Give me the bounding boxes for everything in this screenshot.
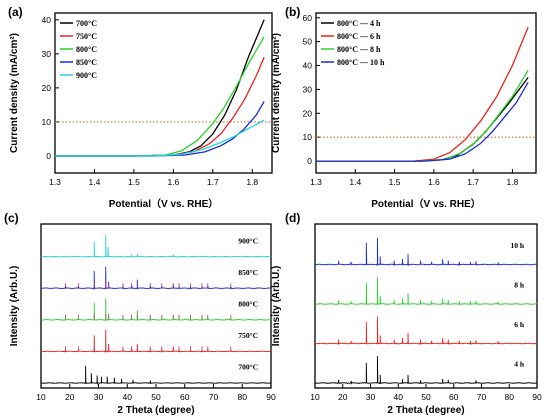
panel-b: (b) 1.3 1.4 1.5 1.6 1.7 1.8 0 10 20 30 40 50 60 800°C … (271, 5, 537, 210)
xrd-pattern (314, 316, 538, 346)
legend-entry: 800°C — 6 h (337, 32, 381, 41)
xrd-pattern (315, 277, 538, 306)
legend-entry: 900°C (76, 71, 97, 80)
x-tick-label: 1.4 (89, 177, 101, 187)
y-tick-label: 10 (303, 132, 313, 142)
series-line (316, 69, 529, 162)
xrd-pattern (40, 329, 272, 354)
series-line (55, 101, 265, 157)
panel-label: (b) (285, 5, 300, 19)
panel-a: (a) 1.3 1.4 1.5 1.6 1.7 1.8 0 10 20 30 40 700°C 750°C… (8, 5, 273, 210)
x-tick-label: 20 (65, 392, 75, 402)
pattern-label: 750°C (238, 331, 258, 340)
y-tick-label: 50 (303, 37, 313, 47)
x-tick-label: 1.3 (49, 177, 61, 187)
pattern-label: 850°C (238, 268, 258, 277)
y-tick-label: 40 (42, 15, 52, 25)
x-tick-label: 1.3 (310, 177, 322, 187)
x-tick-label: 70 (477, 392, 487, 402)
pattern-label: 6 h (514, 320, 525, 329)
y-tick-label: 60 (303, 13, 313, 23)
xrd-pattern (40, 266, 272, 291)
legend-entry: 700°C (76, 19, 97, 28)
x-tick-label: 1.6 (167, 177, 179, 187)
xrd-pattern (314, 356, 538, 385)
x-tick-label: 40 (123, 392, 133, 402)
y-tick-label: 30 (42, 49, 52, 59)
panel-label: (c) (4, 211, 19, 225)
y-axis-label: Intensity (Arb.U.) (9, 266, 20, 347)
x-tick-label: 1.8 (246, 177, 258, 187)
xrd-pattern (40, 365, 272, 385)
plot-frame (54, 12, 273, 174)
y-tick-label: 0 (307, 156, 312, 166)
x-tick-label: 10 (36, 392, 46, 402)
x-tick-label: 90 (532, 392, 542, 402)
x-tick-label: 90 (266, 392, 276, 402)
x-tick-label: 10 (310, 392, 320, 402)
pattern-label: 4 h (514, 359, 525, 368)
legend-entry: 750°C (76, 32, 97, 41)
plot-frame (315, 12, 537, 174)
x-tick-label: 1.8 (507, 177, 519, 187)
panel-label: (d) (285, 211, 300, 225)
x-tick-label: 30 (366, 392, 376, 402)
y-tick-label: 20 (42, 83, 52, 93)
y-tick-label: 0 (46, 151, 51, 161)
x-tick-label: 30 (94, 392, 104, 402)
pattern-label: 10 h (510, 241, 524, 250)
series-line (316, 81, 529, 162)
y-tick-label: 10 (42, 117, 52, 127)
xrd-pattern (41, 298, 272, 322)
legend-entry: 800°C — 4 h (337, 19, 381, 28)
x-tick-label: 80 (238, 392, 248, 402)
xrd-pattern (40, 235, 272, 258)
y-tick-label: 30 (303, 84, 313, 94)
legend-entry: 800°C — 8 h (337, 45, 381, 54)
panel-d: (d) 10 20 30 40 50 60 70 80 90 4 h 6 h 8 h 10 h 2 Thet… (271, 211, 542, 416)
series-line (316, 27, 529, 162)
y-tick-label: 20 (303, 108, 313, 118)
x-tick-label: 1.5 (128, 177, 140, 187)
x-axis-label: 2 Theta (degree) (117, 405, 194, 416)
pattern-label: 700°C (238, 363, 258, 372)
y-tick-label: 40 (303, 61, 313, 71)
xrd-pattern (314, 237, 538, 267)
panel-c: (c) 10 20 30 40 50 60 70 80 90 700°C 750°C 800°C 850°… (4, 211, 276, 416)
x-tick-label: 50 (421, 392, 431, 402)
legend-entry: 800°C — 10 h (337, 58, 385, 67)
legend-entry: 800°C (76, 45, 97, 54)
x-tick-label: 1.7 (207, 177, 219, 187)
x-tick-label: 1.7 (467, 177, 479, 187)
plot-frame (314, 223, 538, 389)
plot-frame (40, 223, 272, 389)
x-tick-label: 20 (338, 392, 348, 402)
series-line (55, 119, 265, 157)
x-tick-label: 40 (394, 392, 404, 402)
pattern-label: 900°C (238, 236, 258, 245)
x-tick-label: 1.4 (349, 177, 361, 187)
x-axis-label: 2 Theta (degree) (387, 405, 464, 416)
x-tick-label: 70 (209, 392, 219, 402)
x-tick-label: 50 (151, 392, 161, 402)
x-tick-label: 80 (505, 392, 515, 402)
x-tick-label: 60 (449, 392, 459, 402)
x-axis-label: Potential（V vs. RHE） (371, 197, 480, 210)
x-tick-label: 1.5 (389, 177, 401, 187)
x-tick-label: 60 (180, 392, 190, 402)
y-axis-label: Current density (mA/cm²) (271, 33, 282, 153)
pattern-label: 8 h (514, 280, 525, 289)
series-line (316, 77, 529, 162)
pattern-label: 800°C (238, 300, 258, 309)
y-axis-label: Current density (mA/cm²) (9, 33, 20, 153)
y-axis-label: Intensity (Arb.U.) (271, 266, 282, 347)
x-tick-label: 1.6 (428, 177, 440, 187)
legend-entry: 850°C (76, 58, 97, 67)
panel-label: (a) (8, 5, 23, 19)
x-axis-label: Potential（V vs. RHE） (109, 197, 218, 210)
